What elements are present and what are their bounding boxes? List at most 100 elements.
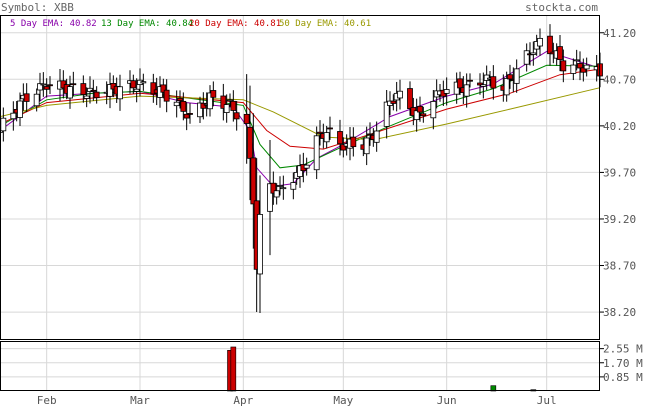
candles xyxy=(0,24,603,314)
volume-bar xyxy=(230,346,237,392)
candle-body xyxy=(383,101,390,127)
candle xyxy=(33,88,40,112)
candle xyxy=(337,119,343,156)
candle-body xyxy=(397,90,403,99)
candle-body xyxy=(210,90,217,98)
candle-body xyxy=(317,131,323,134)
price-panel-frame xyxy=(0,15,600,340)
candle-body xyxy=(160,84,167,93)
candle xyxy=(583,57,590,77)
candle xyxy=(180,92,187,121)
candle xyxy=(530,41,537,66)
candle-body xyxy=(67,86,73,99)
candle-body xyxy=(267,183,273,212)
candle xyxy=(570,58,577,81)
candle xyxy=(233,101,240,131)
candle xyxy=(417,96,423,122)
candle xyxy=(577,51,583,81)
candle-body xyxy=(537,37,543,47)
candle-body xyxy=(250,157,257,205)
candle-body xyxy=(107,84,113,97)
candle xyxy=(83,87,90,108)
candle-body xyxy=(83,95,90,99)
ema-legend-item: 13 Day EMA: 40.84 xyxy=(101,19,193,29)
candle xyxy=(210,81,217,107)
candle-body xyxy=(40,83,47,86)
candle-body xyxy=(133,88,140,92)
candle xyxy=(223,94,230,123)
candle xyxy=(303,157,310,176)
candle-body xyxy=(150,82,157,95)
candle xyxy=(537,28,543,56)
candle-body xyxy=(37,83,43,91)
candle xyxy=(443,77,450,106)
candle xyxy=(47,76,53,95)
candle xyxy=(557,34,563,72)
price-tick-label: 39.70 xyxy=(603,166,636,179)
candle-body xyxy=(230,100,237,111)
candle xyxy=(580,58,587,82)
candle-body xyxy=(17,100,23,118)
candle-body xyxy=(420,113,427,117)
month-axis: Feb Mar Apr May Jun Jul xyxy=(37,394,557,406)
candle-body xyxy=(337,131,343,145)
candle-body xyxy=(583,64,590,70)
candle xyxy=(573,49,580,71)
candle-body xyxy=(530,52,537,55)
price-tick-label: 39.20 xyxy=(603,213,636,226)
candle xyxy=(560,49,567,83)
candle xyxy=(160,78,167,99)
volume-tick-label: 1.70 M xyxy=(603,357,643,370)
candle xyxy=(37,72,43,101)
candle-body xyxy=(483,74,490,81)
candle-body xyxy=(367,133,373,136)
candle xyxy=(363,126,370,166)
candle-body xyxy=(0,117,7,132)
candle xyxy=(477,73,483,95)
ema-legend-item: 5 Day EMA: 40.82 xyxy=(10,19,97,29)
candle-body xyxy=(523,50,530,65)
candle xyxy=(40,72,47,97)
price-axis: 41.20 40.70 40.20 39.70 39.20 38.70 38.20 xyxy=(600,27,636,319)
candle-body xyxy=(70,83,77,86)
candle-body xyxy=(457,78,463,89)
candle xyxy=(480,72,487,99)
candle xyxy=(257,175,263,314)
candle-body xyxy=(80,83,87,95)
candle-body xyxy=(570,64,577,74)
candle xyxy=(230,90,237,122)
candle xyxy=(23,83,30,113)
candle-body xyxy=(407,88,413,109)
candle-body xyxy=(207,92,213,110)
candle xyxy=(150,73,157,103)
candle xyxy=(413,98,420,132)
candle-body xyxy=(363,137,370,155)
candle-body xyxy=(560,60,567,72)
candle xyxy=(243,74,250,164)
candle xyxy=(483,65,490,90)
candle-body xyxy=(280,187,287,190)
candle xyxy=(420,106,427,123)
candle xyxy=(280,175,287,200)
candle-body xyxy=(200,102,207,109)
candle xyxy=(270,171,277,205)
candle xyxy=(187,103,193,124)
candle-body xyxy=(477,82,483,86)
candle-body xyxy=(43,86,50,90)
price-tick-label: 41.20 xyxy=(603,27,636,40)
candle-body xyxy=(47,84,53,87)
month-label: Feb xyxy=(37,394,57,406)
month-label: Apr xyxy=(233,394,253,406)
candle-body xyxy=(480,84,487,87)
candle-body xyxy=(187,113,193,115)
month-label: Mar xyxy=(130,394,150,406)
candle-body xyxy=(223,104,230,113)
candle-body xyxy=(350,136,357,148)
candle xyxy=(397,79,403,110)
candle-body xyxy=(413,110,420,121)
brand-link[interactable]: stockta.com xyxy=(525,1,598,14)
volume-tick-label: 2.55 M xyxy=(603,343,643,356)
candle-body xyxy=(173,101,180,107)
